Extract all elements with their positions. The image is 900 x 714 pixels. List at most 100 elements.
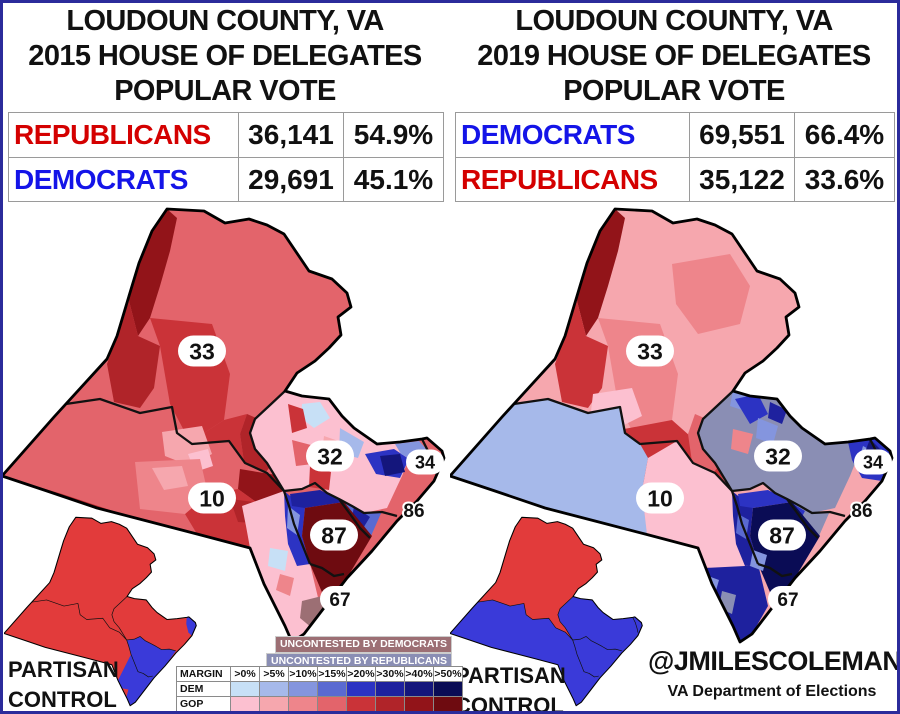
partisan-control-line: CONTROL: [8, 687, 117, 712]
vote-count: 35,122: [689, 157, 794, 201]
party-name: DEMOCRATS: [461, 119, 635, 150]
precinct-patch: [735, 394, 768, 424]
legend-color-swatch: [404, 681, 434, 697]
partisan-control-line: CONTROL: [455, 693, 564, 714]
district-boundary: [506, 397, 733, 492]
precinct-patch: [117, 636, 176, 706]
district-boundary: [282, 490, 312, 565]
district-label-badge: [754, 440, 802, 472]
title-line: 2019 HOUSE OF DELEGATES: [477, 40, 871, 72]
uncontested-democrats-badge: UNCONTESTED BY DEMOCRATS: [274, 636, 452, 653]
district-label: 10: [647, 485, 673, 511]
district-label: 67: [329, 590, 350, 611]
district-label-badge: [768, 586, 808, 612]
district-label: 34: [863, 452, 883, 472]
district-boundary: [583, 671, 599, 678]
district-boundary: [557, 596, 574, 641]
district-boundary: [632, 617, 639, 633]
party-name: REPUBLICANS: [456, 157, 689, 201]
legend-color-swatch: [433, 681, 463, 697]
county-outline: [4, 516, 197, 707]
district-label-badge: [306, 440, 354, 472]
district-label-badge: [310, 519, 358, 551]
district-label: 87: [321, 522, 347, 548]
legend-color-swatch: [230, 681, 260, 697]
county-outline: [2, 207, 446, 644]
precinct-patch: [768, 402, 787, 424]
precinct-patch: [705, 564, 768, 642]
legend-color-swatch: [288, 681, 318, 697]
precinct-patch: [731, 429, 753, 454]
precinct-patch: [152, 466, 188, 490]
precinct-patch: [301, 402, 330, 428]
legend-threshold-header: >10%: [288, 666, 318, 682]
district-label: 34: [415, 452, 435, 472]
district-boundary: [28, 599, 127, 641]
legend-color-swatch: [259, 696, 289, 712]
district-label-badge: [758, 519, 806, 551]
district-boundary: [757, 562, 793, 578]
legend-color-swatch: [346, 681, 376, 697]
precinct-map-2015: 33 32 10 87 34 67 86: [2, 207, 446, 644]
vote-percent: 45.1%: [343, 157, 443, 201]
partisan-control-label-2019: PARTISAN CONTROL: [455, 661, 566, 714]
legend-color-swatch: [346, 696, 376, 712]
legend-row-label: GOP: [176, 696, 231, 712]
precinct-patch: [450, 399, 648, 534]
legend-threshold-header: >50%: [433, 666, 463, 682]
district-boundary: [111, 596, 128, 641]
precinct-patch: [268, 548, 288, 571]
legend-color-swatch: [375, 696, 405, 712]
district-boundary: [696, 390, 734, 492]
title-line: 2015 HOUSE OF DELEGATES: [28, 40, 422, 72]
party-name: REPUBLICANS: [14, 119, 211, 150]
precinct-patch: [672, 254, 750, 334]
district-boundary: [126, 636, 176, 652]
partisan-control-label-2015: PARTISAN CONTROL: [8, 655, 119, 714]
precinct-patch: [238, 469, 286, 502]
district-label-badge: [406, 449, 444, 475]
legend-color-swatch: [433, 696, 463, 712]
precinct-patch: [288, 404, 307, 433]
precinct-layer: [4, 517, 197, 706]
legend-threshold-header: >40%: [404, 666, 434, 682]
district-label: 86: [403, 501, 424, 522]
title-line: POPULAR VOTE: [563, 75, 785, 107]
legend-color-swatch: [230, 696, 260, 712]
author-handle: @JMILESCOLEMAN: [648, 646, 900, 676]
precinct-patch: [642, 441, 732, 548]
district-boundary: [309, 562, 345, 578]
county-outline: [450, 516, 643, 707]
partisan-control-line: PARTISAN: [455, 663, 566, 688]
vote-percent: 33.6%: [794, 157, 894, 201]
district-label: 33: [189, 338, 215, 364]
precinct-patch: [190, 414, 247, 462]
margin-color-legend: MARGIN >0% >5% >10% >15% >20% >30% >40% >50% DEM G…: [176, 666, 463, 712]
title-line: POPULAR VOTE: [114, 75, 336, 107]
district-label: 87: [769, 522, 795, 548]
district-boundary: [572, 636, 622, 652]
legend-threshold-header: >15%: [317, 666, 347, 682]
vote-count: 36,141: [238, 113, 343, 157]
precinct-map-2019: 33 32 10 87 34 67 86: [450, 207, 894, 644]
legend-color-swatch: [404, 696, 434, 712]
data-source: VA Department of Elections: [667, 683, 877, 700]
district-boundary: [248, 390, 286, 492]
legend-color-swatch: [317, 696, 347, 712]
results-table-2019: DEMOCRATS 69,551 66.4% REPUBLICANS 35,12…: [455, 112, 895, 202]
district-label: 86: [851, 501, 872, 522]
legend-color-swatch: [259, 681, 289, 697]
uncontested-republicans-badge: UNCONTESTED BY REPUBLICANS: [266, 653, 452, 670]
vote-count: 69,551: [689, 113, 794, 157]
district-label-badge: [636, 482, 684, 514]
legend-margin-header: MARGIN: [176, 666, 231, 682]
credits: @JMILESCOLEMAN VA Department of Election…: [648, 646, 900, 701]
precinct-layer: [450, 517, 643, 706]
title-line: LOUDOUN COUNTY, VA: [515, 5, 833, 37]
legend-row-label: DEM: [176, 681, 231, 697]
district-boundary: [572, 639, 585, 672]
vote-percent: 54.9%: [343, 113, 443, 157]
vote-percent: 66.4%: [794, 113, 894, 157]
county-outline: [450, 207, 894, 644]
